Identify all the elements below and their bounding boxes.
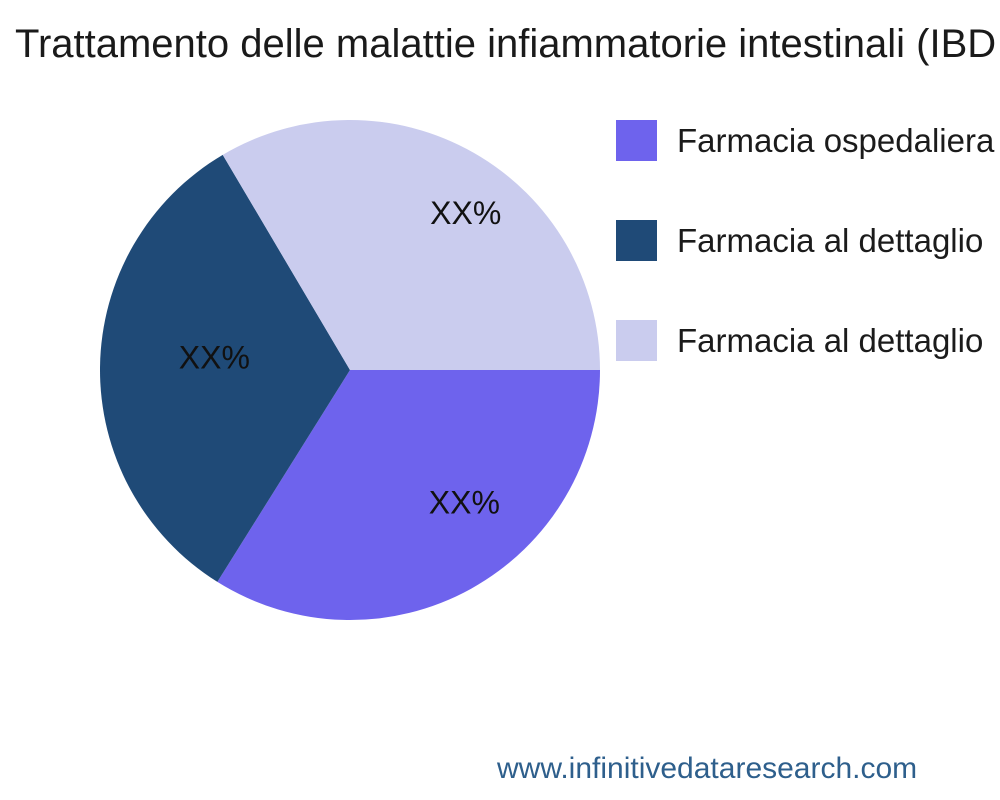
legend-swatch-farmacia-al-dettaglio-1 bbox=[616, 220, 657, 261]
legend-label-farmacia-al-dettaglio-1: Farmacia al dettaglio bbox=[677, 221, 984, 259]
legend-item-farmacia-ospedaliera: Farmacia ospedaliera bbox=[616, 120, 994, 161]
pie-slice-label-0: XX% bbox=[429, 484, 500, 520]
legend-swatch-farmacia-ospedaliera bbox=[616, 120, 657, 161]
pie-slice-label-1: XX% bbox=[179, 339, 250, 375]
pie-slice-1 bbox=[99, 154, 351, 582]
pie-slice-2 bbox=[222, 119, 601, 371]
legend-swatch-farmacia-al-dettaglio-2 bbox=[616, 320, 657, 361]
legend-item-farmacia-al-dettaglio-2: Farmacia al dettaglio bbox=[616, 320, 994, 361]
watermark-url: www.infinitivedataresearch.com bbox=[497, 752, 918, 785]
legend-label-farmacia-al-dettaglio-2: Farmacia al dettaglio bbox=[677, 321, 984, 359]
pie-slice-label-2: XX% bbox=[430, 195, 501, 231]
legend-label-farmacia-ospedaliera: Farmacia ospedaliera bbox=[677, 121, 995, 159]
legend-item-farmacia-al-dettaglio-1: Farmacia al dettaglio bbox=[616, 220, 994, 261]
legend: Farmacia ospedaliera Farmacia al dettagl… bbox=[616, 120, 994, 420]
pie-slice-0 bbox=[217, 370, 601, 620]
chart-title: Trattamento delle malattie infiammatorie… bbox=[15, 22, 997, 66]
